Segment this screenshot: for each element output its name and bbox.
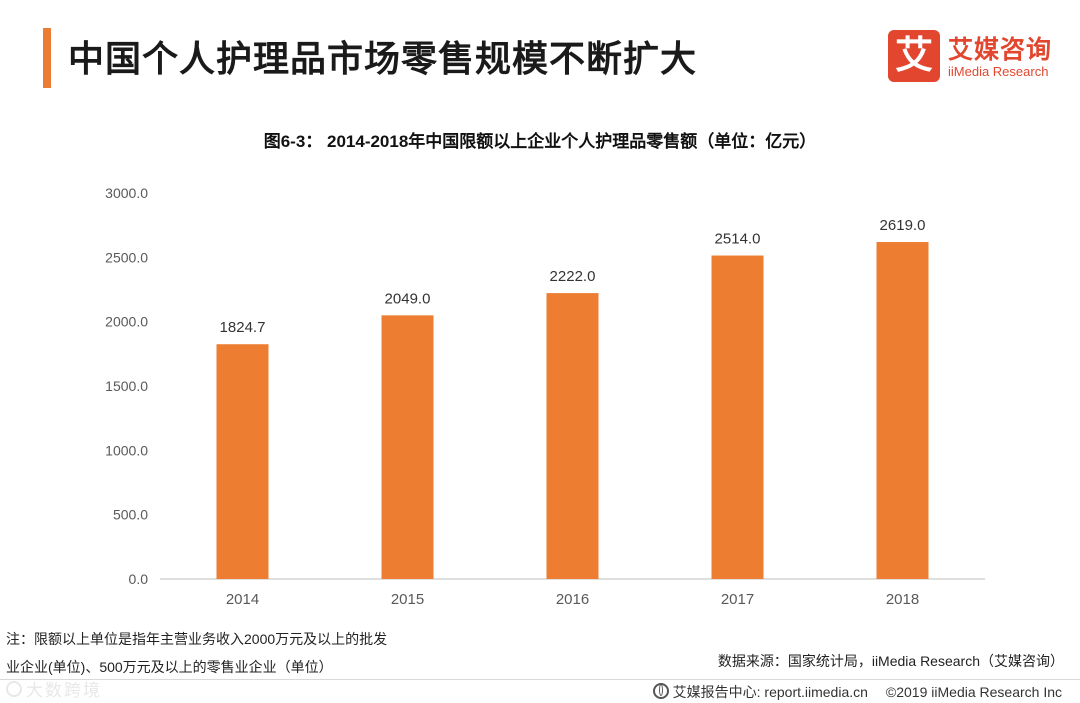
page-title: 中国个人护理品市场零售规模不断扩大 bbox=[68, 38, 698, 79]
y-axis: 0.0 500.0 1000.0 1500.0 2000.0 2500.0 3000.0 bbox=[105, 185, 148, 587]
y-tick-label: 0.0 bbox=[129, 571, 149, 587]
y-tick-label: 2000.0 bbox=[105, 314, 148, 330]
value-label: 2222.0 bbox=[550, 268, 596, 285]
footer-divider bbox=[0, 679, 1080, 680]
watermark-text: 大数跨境 bbox=[26, 681, 102, 700]
bar-2014 bbox=[216, 344, 269, 579]
bar-2018 bbox=[876, 242, 929, 579]
y-tick-label: 3000.0 bbox=[105, 185, 148, 201]
footer-credits: 艾媒报告中心: report.iimedia.cn ©2019 iiMedia R… bbox=[652, 682, 1062, 702]
bar-2015 bbox=[381, 315, 434, 579]
logo-name-en: iiMedia Research bbox=[948, 64, 1049, 79]
chart-title: 图6-3： 2014-2018年中国限额以上企业个人护理品零售额（单位：亿元） bbox=[263, 132, 817, 151]
copyright: ©2019 iiMedia Research Inc bbox=[885, 684, 1062, 700]
y-tick-label: 1000.0 bbox=[105, 442, 148, 458]
y-tick-label: 2500.0 bbox=[105, 249, 148, 265]
x-tick-label: 2018 bbox=[886, 591, 919, 608]
globe-icon bbox=[652, 683, 669, 699]
y-tick-label: 1500.0 bbox=[105, 378, 148, 394]
footnote-line-1: 注：限额以上单位是指年主营业务收入2000万元及以上的批发 bbox=[6, 631, 388, 647]
x-tick-label: 2017 bbox=[721, 591, 754, 608]
y-tick-label: 500.0 bbox=[113, 507, 148, 523]
x-tick-labels: 2014 2015 2016 2017 2018 bbox=[226, 591, 919, 608]
x-tick-label: 2016 bbox=[556, 591, 589, 608]
footnote-line-2: 业企业(单位)、500万元及以上的零售业企业（单位） bbox=[6, 659, 333, 675]
report-center-link[interactable]: 艾媒报告中心: report.iimedia.cn bbox=[672, 684, 868, 700]
value-label: 2514.0 bbox=[715, 231, 761, 248]
value-label: 1824.7 bbox=[220, 319, 266, 336]
bar-series bbox=[216, 242, 929, 580]
value-label: 2619.0 bbox=[880, 217, 926, 234]
logo-mark: 艾 bbox=[888, 30, 940, 82]
iimedia-logo: 艾 艾媒咨询 iiMedia Research bbox=[888, 28, 1068, 84]
logo-name-cn: 艾媒咨询 bbox=[948, 36, 1053, 64]
watermark: 大数跨境 bbox=[6, 676, 102, 701]
title-accent-bar bbox=[43, 28, 51, 88]
watermark-icon bbox=[6, 681, 22, 697]
x-tick-label: 2015 bbox=[391, 591, 424, 608]
value-labels: 1824.7 2049.0 2222.0 2514.0 2619.0 bbox=[220, 217, 926, 336]
x-tick-label: 2014 bbox=[226, 591, 259, 608]
data-source: 数据来源：国家统计局，iiMedia Research（艾媒咨询） bbox=[717, 653, 1064, 669]
bar-2016 bbox=[546, 293, 599, 579]
value-label: 2049.0 bbox=[385, 290, 431, 307]
bar-2017 bbox=[711, 255, 764, 580]
